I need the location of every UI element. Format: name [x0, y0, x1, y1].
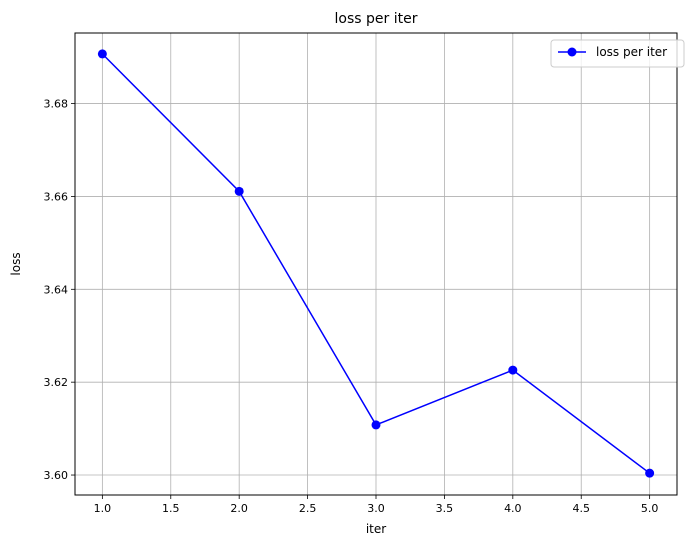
- data-point: [234, 186, 244, 196]
- grid: [75, 33, 677, 495]
- legend-box: [550, 39, 685, 68]
- chart-title: loss per iter: [335, 11, 418, 27]
- legend: loss per iter: [550, 39, 685, 68]
- x-tick-label: 1.5: [162, 502, 180, 515]
- data-point: [645, 468, 655, 478]
- data-point: [508, 365, 518, 375]
- y-axis-label: loss: [9, 252, 23, 275]
- data-point: [97, 49, 107, 59]
- legend-marker: [567, 47, 577, 57]
- y-tick-label: 3.66: [44, 190, 69, 203]
- x-tick-label: 2.0: [230, 502, 248, 515]
- y-tick-label: 3.64: [44, 283, 69, 296]
- x-tick-label: 4.5: [572, 502, 590, 515]
- y-tick-label: 3.68: [44, 98, 69, 111]
- x-tick-label: 1.0: [94, 502, 112, 515]
- x-tick-label: 3.0: [367, 502, 385, 515]
- series-layer: [97, 49, 655, 478]
- x-tick-label: 2.5: [299, 502, 317, 515]
- ticks: 1.0 1.5 2.0 2.5 3.0 3.5 4.0 4.5 5.0 3.60 3.62 3.64 3…: [44, 98, 659, 515]
- x-tick-label: 5.0: [641, 502, 659, 515]
- data-point: [371, 420, 381, 430]
- x-axis-label: iter: [366, 522, 386, 536]
- x-tick-label: 4.0: [504, 502, 522, 515]
- y-tick-label: 3.60: [44, 469, 69, 482]
- y-tick-label: 3.62: [44, 376, 69, 389]
- legend-label: loss per iter: [596, 45, 667, 59]
- x-tick-label: 3.5: [436, 502, 454, 515]
